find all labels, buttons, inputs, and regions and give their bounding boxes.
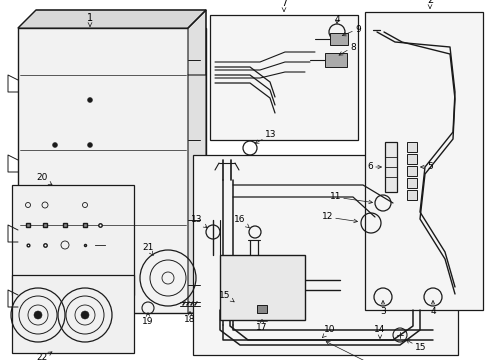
Text: 16: 16 <box>234 216 249 228</box>
Bar <box>406 166 416 176</box>
Bar <box>12 275 134 353</box>
Text: 7: 7 <box>280 0 286 12</box>
Text: 15: 15 <box>219 291 234 302</box>
Text: 6: 6 <box>366 162 381 171</box>
Text: 5: 5 <box>420 162 432 171</box>
Circle shape <box>52 143 58 148</box>
Bar <box>220 255 305 320</box>
Bar <box>406 178 416 188</box>
Bar <box>325 53 346 67</box>
Text: 2: 2 <box>426 0 432 8</box>
Polygon shape <box>187 10 205 313</box>
Text: 15: 15 <box>405 340 426 352</box>
Bar <box>406 154 416 164</box>
Bar <box>18 28 205 313</box>
Text: 18: 18 <box>184 311 195 324</box>
Text: 21: 21 <box>142 243 153 255</box>
Bar <box>329 33 347 45</box>
Bar <box>406 190 416 200</box>
Circle shape <box>87 143 92 148</box>
Bar <box>364 12 482 310</box>
Text: 12: 12 <box>321 212 357 223</box>
Bar <box>257 305 266 313</box>
Text: 14: 14 <box>373 325 385 338</box>
Text: 3: 3 <box>379 301 385 316</box>
Text: 4: 4 <box>429 301 435 316</box>
Bar <box>406 142 416 152</box>
Polygon shape <box>18 10 205 28</box>
Bar <box>193 155 457 355</box>
Text: 10: 10 <box>325 342 378 360</box>
Text: 4: 4 <box>333 15 339 24</box>
Bar <box>12 185 134 295</box>
Text: 8: 8 <box>338 42 355 55</box>
Text: 19: 19 <box>142 313 153 327</box>
Bar <box>384 142 396 192</box>
Text: 13: 13 <box>255 130 276 143</box>
Text: 9: 9 <box>342 24 360 36</box>
Text: 17: 17 <box>256 320 267 333</box>
Text: 10: 10 <box>322 325 335 338</box>
Text: 13: 13 <box>191 216 207 228</box>
Circle shape <box>34 311 42 319</box>
Text: 11: 11 <box>329 193 372 204</box>
Text: 1: 1 <box>87 13 93 26</box>
Circle shape <box>81 311 89 319</box>
Bar <box>209 15 357 140</box>
Circle shape <box>87 98 92 103</box>
Text: 22: 22 <box>36 352 52 360</box>
Text: 20: 20 <box>36 174 52 185</box>
